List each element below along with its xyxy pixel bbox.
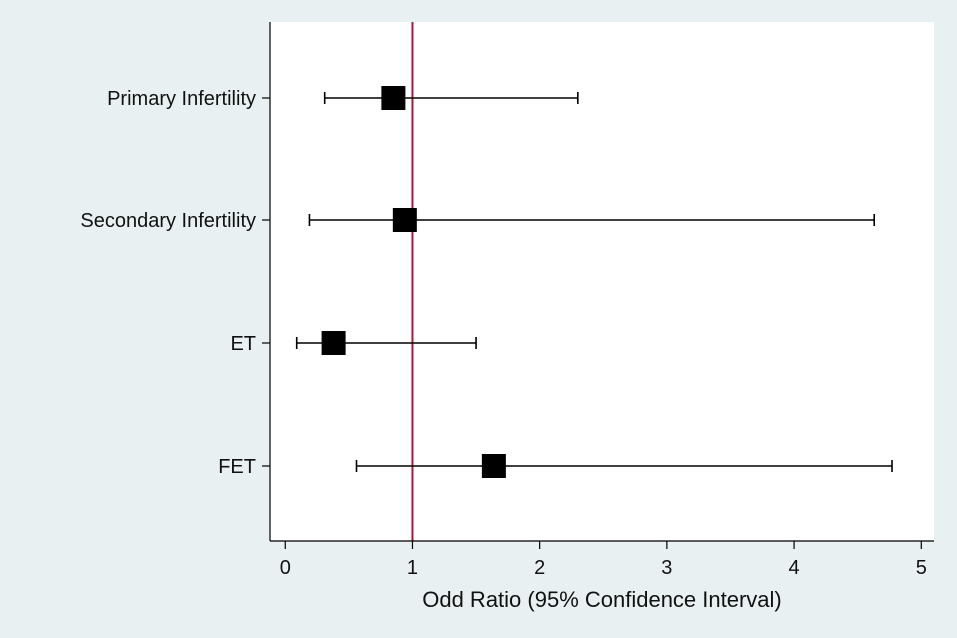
category-label: Secondary Infertility [80,210,256,232]
forest-row [295,331,477,355]
odds-ratio-marker [381,86,406,110]
x-axis-title: Odd Ratio (95% Confidence Interval) [422,587,782,612]
x-tick-label: 3 [661,557,672,579]
x-tick-label: 1 [407,557,418,579]
odds-ratio-marker [481,454,506,478]
forest-row [355,454,893,478]
x-tick-label: 0 [280,557,291,579]
forest-row [308,208,876,232]
odds-ratio-marker [321,331,346,355]
category-label: Primary Infertility [107,88,256,110]
category-label: ET [230,333,256,355]
x-ticks: 0 1 2 3 4 5 [280,541,927,579]
axes-layer [269,22,934,542]
x-tick-label: 5 [916,557,927,579]
category-labels: Primary Infertility Secondary Infertility… [80,88,270,478]
forest-row [323,86,579,110]
x-tick-label: 4 [789,557,800,579]
odds-ratio-marker [392,208,417,232]
data-marks-layer [295,86,893,478]
plot-area [270,22,934,541]
x-tick-label: 2 [534,557,545,579]
category-label: FET [218,456,256,478]
